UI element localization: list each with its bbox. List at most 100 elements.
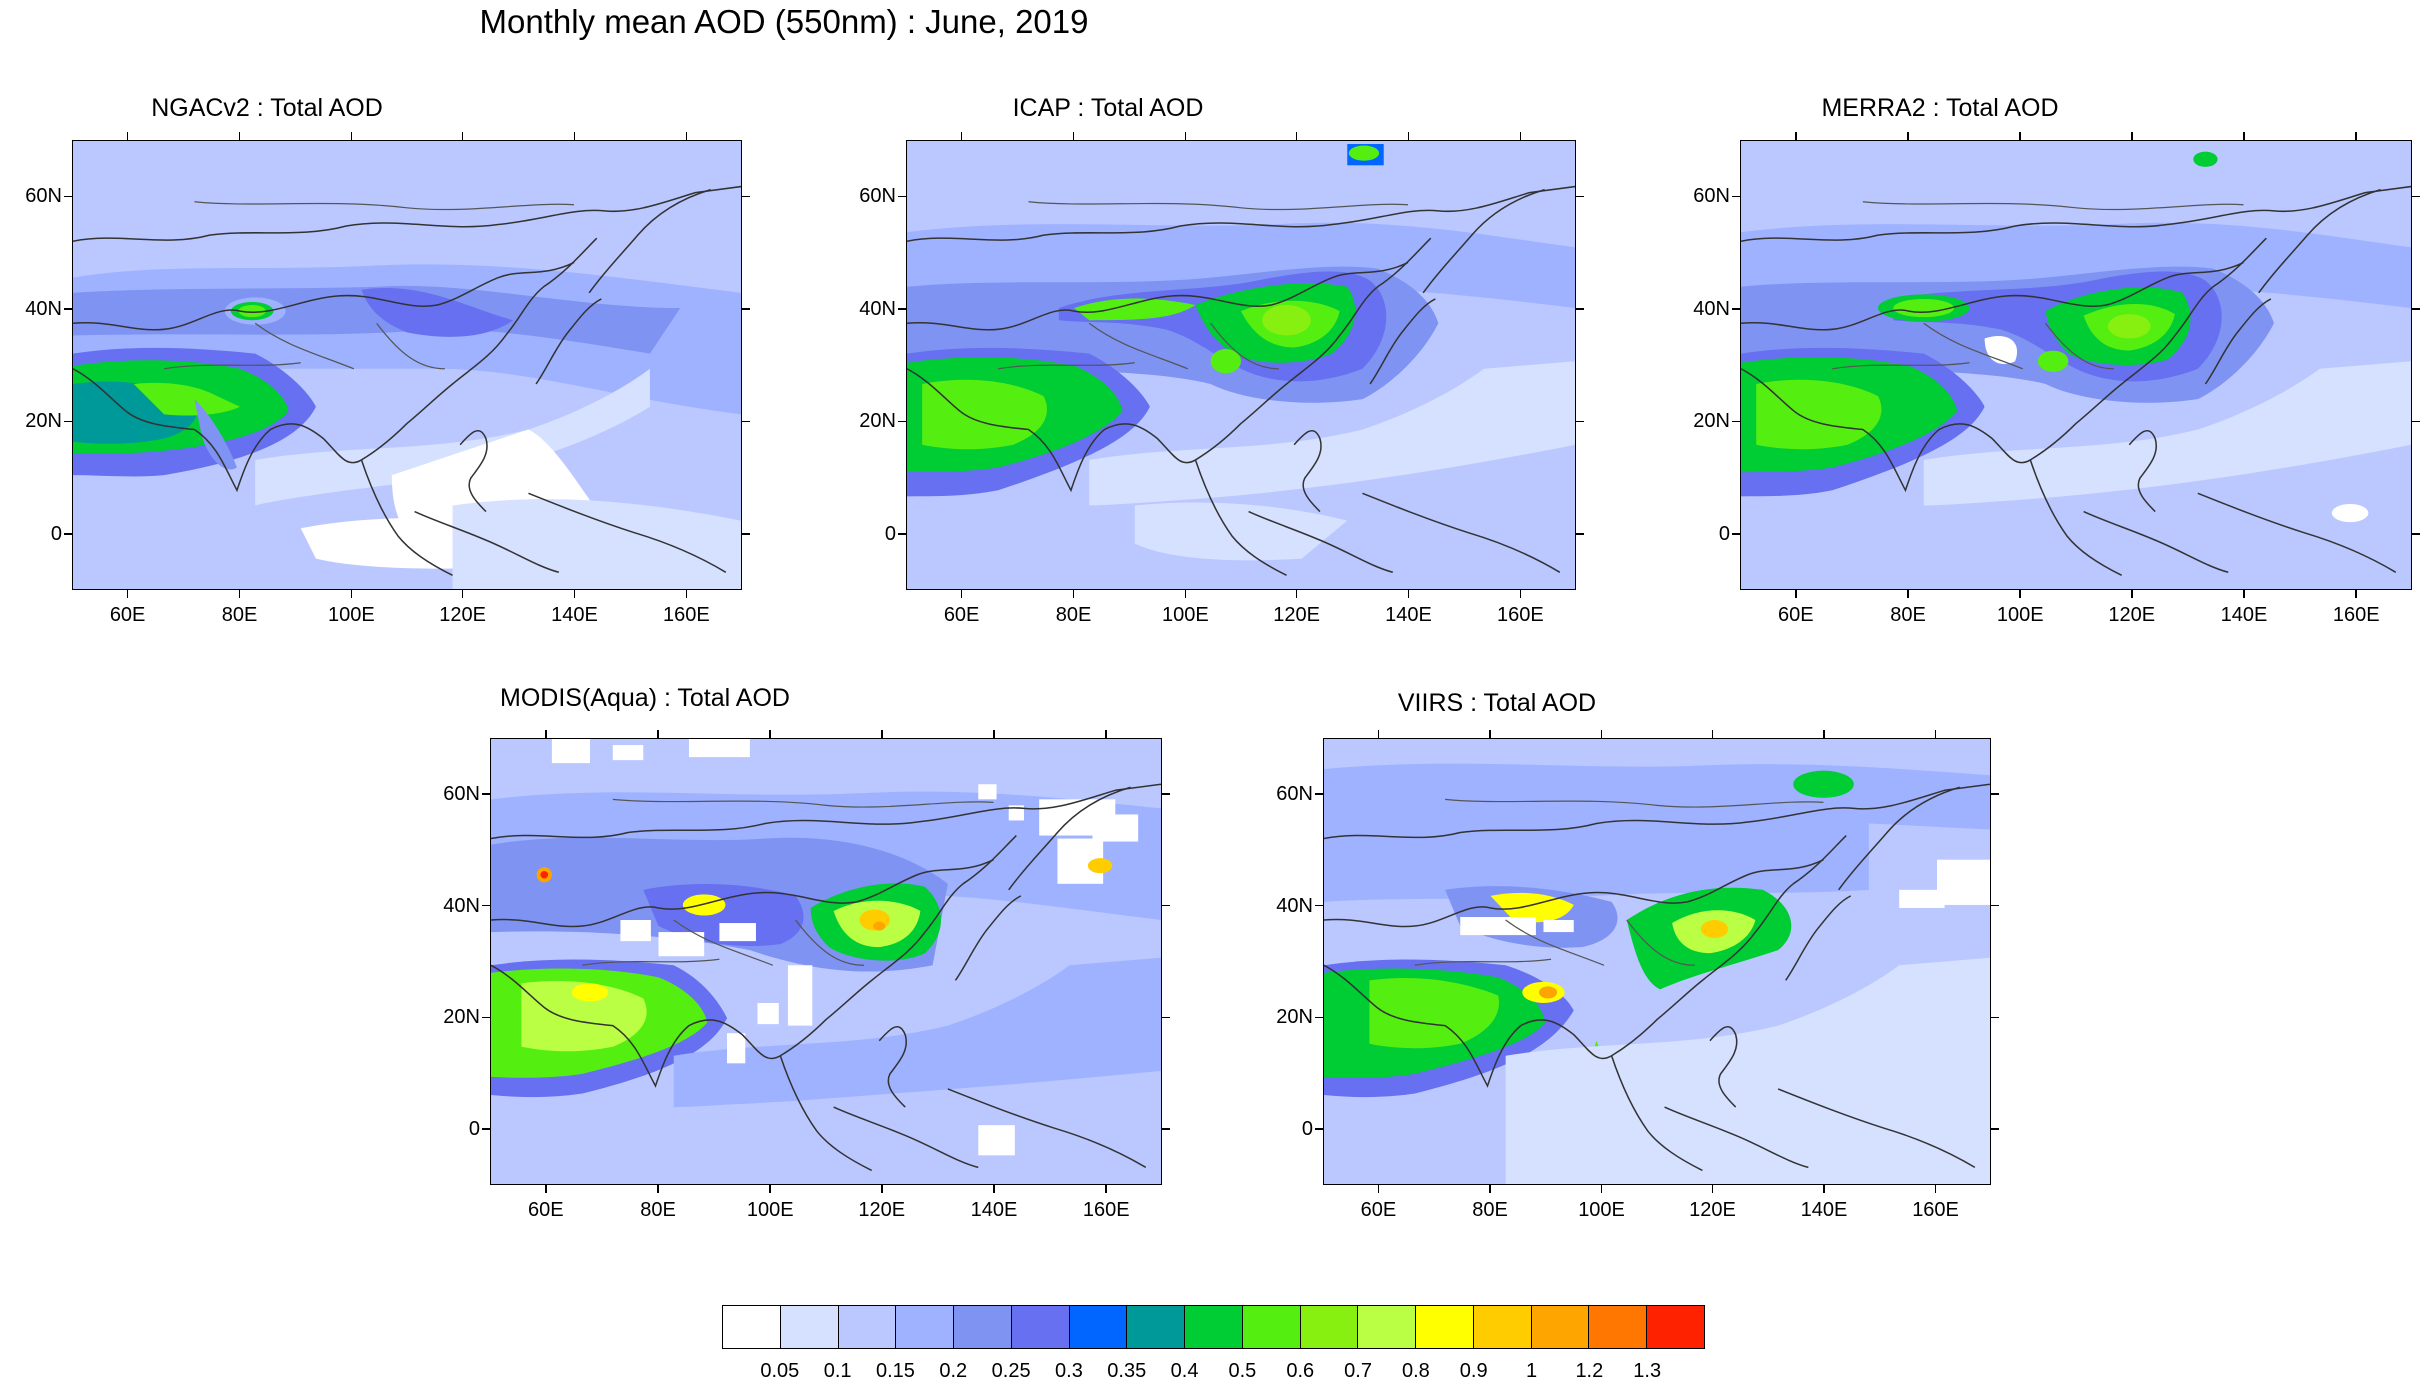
lat-tick — [2412, 420, 2420, 422]
aod-region-viirs-11 — [1369, 978, 1499, 1049]
lat-tick — [898, 195, 906, 197]
aod-region-icap-15 — [1134, 502, 1348, 561]
lon-tick — [1711, 1185, 1714, 1193]
aod-region-viirs-18 — [1937, 859, 1990, 905]
lon-tick — [1907, 590, 1909, 598]
aod-region-modis-20 — [658, 932, 705, 957]
lon-tick — [2019, 590, 2021, 598]
aod-region-modis-23 — [727, 1033, 746, 1064]
lat-tick — [1732, 533, 1740, 535]
lon-tick — [1823, 730, 1825, 738]
aod-region-viirs-19 — [1899, 889, 1945, 908]
lat-tick — [742, 533, 750, 535]
aod-region-modis-31 — [1087, 858, 1113, 874]
lat-tick — [1576, 308, 1584, 310]
aod-region-modis-15 — [673, 957, 1161, 1108]
aod-region-viirs-13 — [1538, 986, 1558, 999]
lat-tick — [1315, 1128, 1323, 1130]
aod-region-modis-7 — [873, 921, 886, 931]
aod-region-viirs-7 — [1700, 920, 1729, 939]
map-icap — [906, 140, 1576, 590]
lon-label: 160E — [1912, 1199, 1959, 1221]
lon-tick — [1600, 1185, 1603, 1193]
lon-label: 80E — [1472, 1199, 1508, 1221]
lat-label: 60N — [859, 185, 896, 208]
lat-tick — [1732, 308, 1740, 310]
lat-label: 20N — [1693, 410, 1730, 433]
lon-label: 60E — [1777, 604, 1814, 626]
lon-tick — [1377, 1185, 1380, 1193]
lon-tick — [2131, 132, 2133, 140]
aod-region-icap-10 — [1348, 145, 1380, 161]
lat-label: 40N — [443, 894, 480, 917]
aod-region-modis-29 — [1008, 805, 1024, 821]
lon-label: 120E — [858, 1199, 906, 1221]
lon-label: 60E — [109, 604, 146, 626]
lat-tick — [742, 308, 750, 310]
lat-tick — [1991, 1128, 1999, 1130]
lat-label: 20N — [1276, 1006, 1313, 1029]
lat-tick — [482, 1016, 490, 1019]
lat-tick — [1991, 793, 1999, 795]
map-merra2 — [1740, 140, 2412, 590]
lat-tick — [64, 420, 72, 422]
lon-tick — [1519, 132, 1522, 140]
lon-tick — [1407, 132, 1410, 140]
aod-region-icap-8 — [1210, 349, 1241, 374]
aod-region-modis-8 — [682, 894, 726, 916]
aod-region-modis-3 — [643, 884, 804, 947]
lat-tick — [64, 308, 72, 310]
aod-region-viirs-16 — [1460, 917, 1536, 936]
lat-tick — [1576, 195, 1584, 197]
colorbar-label: 0.9 — [1459, 1360, 1488, 1382]
aod-field-modis — [491, 739, 1161, 1184]
lat-tick — [1162, 1016, 1170, 1019]
lon-label: 120E — [1689, 1199, 1736, 1221]
lon-tick — [993, 730, 995, 738]
lon-tick — [993, 1185, 995, 1193]
lon-label: 100E — [1578, 1199, 1625, 1221]
colorbar-box — [896, 1306, 955, 1348]
lat-label: 0 — [884, 522, 896, 545]
aod-region-modis-27 — [1092, 814, 1139, 842]
colorbar-label: 0.2 — [939, 1360, 968, 1382]
lat-tick — [1732, 195, 1740, 197]
lon-tick — [545, 1185, 547, 1193]
aod-region-viirs-2 — [1324, 799, 1869, 902]
aod-region-modis-21 — [719, 923, 756, 942]
aod-region-modis-16 — [551, 739, 590, 764]
lat-label: 20N — [859, 410, 896, 433]
lon-tick — [2355, 132, 2357, 140]
colorbar-label: 0.3 — [1055, 1360, 1083, 1382]
aod-region-modis-28 — [978, 784, 997, 800]
lat-label: 0 — [1301, 1118, 1313, 1141]
lat-label: 40N — [1276, 894, 1313, 917]
lon-tick — [657, 1185, 659, 1193]
lat-tick — [1991, 1016, 1999, 1019]
aod-region-viirs-8 — [1793, 770, 1854, 798]
lat-label: 60N — [1693, 185, 1730, 208]
aod-region-icap-14 — [1089, 361, 1575, 506]
colorbar-box — [954, 1306, 1012, 1348]
lon-tick — [769, 1185, 771, 1193]
lon-tick — [573, 590, 576, 598]
lon-tick — [685, 590, 688, 598]
lat-label: 20N — [443, 1006, 480, 1029]
lon-tick — [1934, 1185, 1937, 1193]
aod-region-modis-19 — [620, 920, 651, 942]
lon-label: 60E — [943, 604, 980, 626]
lon-tick — [1407, 590, 1410, 598]
lon-tick — [126, 132, 129, 140]
aod-field-viirs — [1324, 739, 1990, 1184]
lat-tick — [1315, 1016, 1323, 1019]
colorbar-box — [838, 1306, 897, 1348]
lat-tick — [898, 420, 906, 422]
lon-tick — [881, 1185, 883, 1193]
lon-label: 60E — [527, 1199, 564, 1221]
colorbar-box — [1473, 1306, 1532, 1348]
lon-tick — [1105, 730, 1107, 738]
lon-label: 120E — [1273, 604, 1320, 626]
lat-label: 40N — [25, 297, 62, 320]
lon-label: 80E — [1055, 604, 1092, 626]
colorbar — [722, 1305, 1705, 1349]
